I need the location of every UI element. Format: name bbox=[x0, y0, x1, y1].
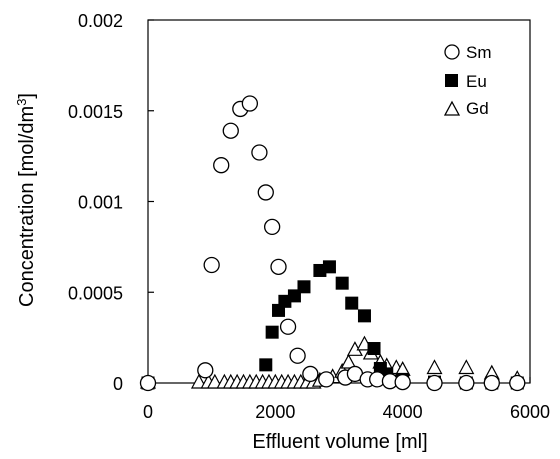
point-sm bbox=[426, 374, 443, 392]
point-eu bbox=[259, 358, 273, 372]
point-sm bbox=[509, 374, 526, 392]
y-axis-title-end: ] bbox=[16, 93, 38, 99]
point-gd bbox=[340, 353, 357, 369]
y-tick-label: 0.0015 bbox=[68, 102, 123, 122]
point-sm bbox=[263, 218, 281, 236]
point-sm bbox=[257, 184, 274, 201]
x-tick-label: 0 bbox=[143, 402, 153, 422]
point-sm bbox=[139, 374, 157, 392]
data-marks bbox=[139, 95, 526, 392]
point-sm bbox=[458, 374, 475, 392]
point-eu bbox=[297, 280, 311, 294]
point-eu bbox=[357, 309, 371, 323]
point-sm bbox=[318, 371, 335, 388]
point-eu bbox=[335, 276, 349, 290]
point-sm bbox=[213, 157, 230, 174]
point-gd bbox=[458, 359, 475, 375]
y-tick-label: 0.0005 bbox=[68, 283, 123, 303]
legend-marker-sm bbox=[444, 44, 460, 60]
point-sm bbox=[302, 365, 319, 383]
y-axis-title-superscript: 3 bbox=[14, 99, 29, 106]
point-eu bbox=[367, 342, 381, 356]
point-eu bbox=[322, 260, 336, 274]
point-eu bbox=[265, 325, 279, 339]
point-sm bbox=[222, 122, 239, 139]
x-tick-label: 4000 bbox=[383, 402, 423, 422]
legend-label-sm: Sm bbox=[466, 43, 492, 62]
point-sm bbox=[203, 256, 220, 274]
y-tick-label: 0 bbox=[113, 374, 123, 394]
point-gd bbox=[206, 373, 223, 389]
x-tick-label: 2000 bbox=[255, 402, 295, 422]
point-sm bbox=[251, 144, 268, 161]
axes: 0 2000 4000 6000 0 0.0005 0.001 0.0015 0.002 bbox=[68, 11, 550, 422]
point-sm bbox=[394, 373, 411, 391]
point-sm bbox=[197, 362, 214, 379]
point-gd bbox=[190, 373, 207, 389]
point-sm bbox=[270, 258, 287, 275]
legend-label-eu: Eu bbox=[466, 72, 487, 91]
x-axis-title: Effluent volume [ml] bbox=[252, 431, 427, 453]
x-tick-label: 6000 bbox=[510, 402, 550, 422]
point-sm bbox=[483, 374, 500, 392]
svg-text:Concentration [mol/dm3]: Concentration [mol/dm3] bbox=[14, 93, 39, 307]
point-sm bbox=[241, 95, 259, 112]
y-tick-label: 0.001 bbox=[78, 193, 123, 213]
point-sm bbox=[289, 347, 306, 364]
legend-marker-eu bbox=[445, 74, 458, 87]
y-axis-title-main: Concentration [mol/dm bbox=[16, 106, 38, 307]
point-eu bbox=[345, 296, 359, 310]
y-tick-label: 0.002 bbox=[78, 11, 123, 31]
point-sm bbox=[279, 318, 297, 335]
legend: Sm Eu Gd bbox=[443, 43, 492, 118]
legend-marker-gd bbox=[443, 100, 461, 116]
point-gd bbox=[426, 359, 443, 375]
legend-label-gd: Gd bbox=[466, 99, 489, 118]
y-axis-title: Concentration [mol/dm3] bbox=[14, 93, 39, 307]
